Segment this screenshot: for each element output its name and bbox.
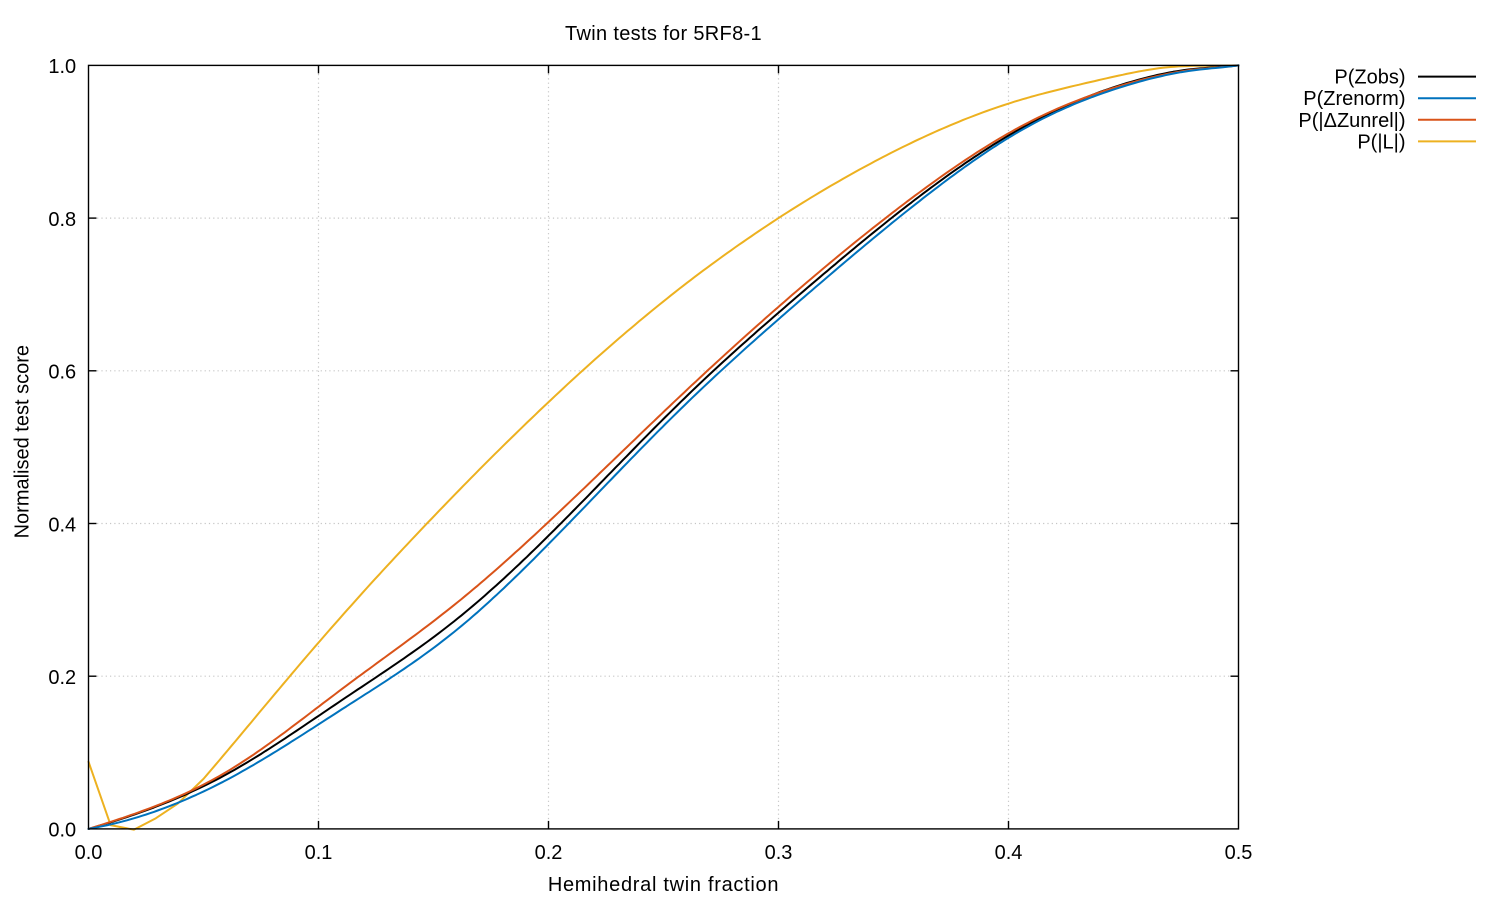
svg-text:0.0: 0.0 xyxy=(48,820,76,842)
svg-text:1.0: 1.0 xyxy=(48,56,76,78)
svg-text:0.1: 0.1 xyxy=(305,842,333,864)
svg-text:0.3: 0.3 xyxy=(765,842,793,864)
svg-text:P(|ΔZunrel|): P(|ΔZunrel|) xyxy=(1298,110,1405,132)
svg-text:0.4: 0.4 xyxy=(48,514,76,536)
svg-text:Hemihedral twin fraction: Hemihedral twin fraction xyxy=(548,874,779,896)
svg-text:P(Zrenorm): P(Zrenorm) xyxy=(1303,88,1405,110)
svg-text:P(|L|): P(|L|) xyxy=(1357,131,1405,153)
svg-text:0.2: 0.2 xyxy=(535,842,563,864)
svg-text:Twin tests for 5RF8-1: Twin tests for 5RF8-1 xyxy=(565,23,762,45)
svg-text:0.0: 0.0 xyxy=(75,842,103,864)
svg-text:0.5: 0.5 xyxy=(1225,842,1253,864)
svg-text:0.6: 0.6 xyxy=(48,362,76,384)
svg-text:Normalised test score: Normalised test score xyxy=(11,345,33,538)
svg-text:0.8: 0.8 xyxy=(48,209,76,231)
svg-text:0.4: 0.4 xyxy=(995,842,1023,864)
svg-text:0.2: 0.2 xyxy=(48,667,76,689)
svg-text:P(Zobs): P(Zobs) xyxy=(1334,67,1405,89)
